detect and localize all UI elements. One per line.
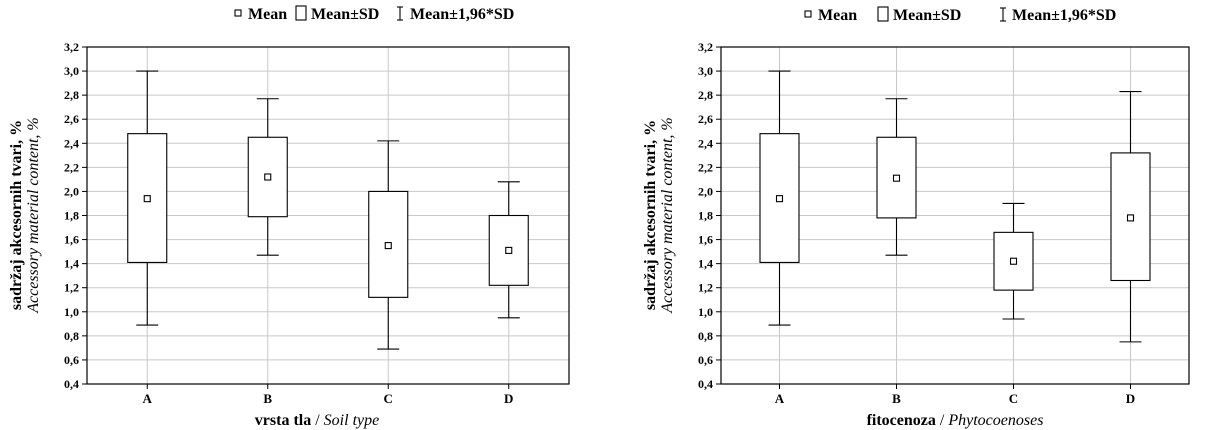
y-tick-label: 3,0 <box>698 64 713 78</box>
legend-mean-marker <box>234 9 242 17</box>
x-category-label: A <box>143 391 153 406</box>
legend-whisker-marker <box>1000 7 1006 22</box>
legend: Mean Mean±SD Mean±1,96*SD <box>234 5 514 23</box>
mean-marker <box>775 195 784 203</box>
legend-mean-label: Mean <box>818 7 857 24</box>
x-axis-label: vrsta tla / Soil type <box>255 412 379 429</box>
y-tick-label: 2,0 <box>64 184 79 198</box>
y-tick-label: 1,8 <box>64 209 79 223</box>
y-tick-label: 1,2 <box>64 281 79 295</box>
y-tick-label: 2,6 <box>698 112 713 126</box>
y-tick-label: 0,6 <box>698 353 713 367</box>
legend-whisker-label: Mean±1,96*SD <box>410 6 514 23</box>
mean-marker <box>1009 257 1018 265</box>
legend-whisker-label: Mean±1,96*SD <box>1012 7 1116 24</box>
x-category-label: D <box>1126 391 1135 406</box>
y-tick-label: 3,2 <box>64 40 79 54</box>
box-C <box>993 202 1034 320</box>
y-tick-label: 0,8 <box>698 329 713 343</box>
y-tick-label: 2,4 <box>698 136 713 150</box>
legend-sd-label: Mean±SD <box>311 6 379 23</box>
y-tick-label: 2,8 <box>64 88 79 102</box>
x-category-label: D <box>504 391 513 406</box>
x-category-label: B <box>263 391 272 406</box>
y-axis-label: sadržaj akcesornih tvari, % <box>642 120 659 310</box>
legend-whisker-marker <box>397 6 403 21</box>
plot-frame <box>720 46 1190 385</box>
y-tick-label: 2,4 <box>64 136 79 150</box>
y-tick-label: 2,0 <box>698 184 713 198</box>
legend-sd-marker <box>295 5 307 21</box>
y-axis-label: sadržaj akcesornih tvari, % <box>8 120 25 310</box>
x-category-label: C <box>1009 391 1018 406</box>
x-category-label: B <box>892 391 901 406</box>
chart-panel-soil-type: Mean Mean±SD Mean±1,96*SD sadržaj akceso… <box>8 5 570 429</box>
legend: Mean Mean±SD Mean±1,96*SD <box>804 6 1116 24</box>
box-A <box>759 70 800 326</box>
y-tick-label: 1,2 <box>698 281 713 295</box>
legend-sd-label: Mean±SD <box>893 7 961 24</box>
legend-mean-label: Mean <box>248 6 287 23</box>
box-C <box>368 140 409 350</box>
box-D <box>488 181 529 319</box>
y-tick-label: 0,4 <box>64 377 79 391</box>
box-B <box>876 98 917 256</box>
plot-frame <box>86 46 570 385</box>
y-tick-label: 1,6 <box>64 233 79 247</box>
x-axis-label: fitocenoza / Phytocoenoses <box>867 412 1044 429</box>
y-tick-label: 1,4 <box>698 257 713 271</box>
y-tick-label: 1,4 <box>64 257 79 271</box>
chart-panel-phytocoenoses: Mean Mean±SD Mean±1,96*SD sadržaj akceso… <box>642 6 1190 429</box>
x-category-label: C <box>384 391 393 406</box>
box-B <box>247 98 288 256</box>
box-A <box>127 70 168 326</box>
y-tick-label: 0,6 <box>64 353 79 367</box>
mean-marker <box>505 246 513 254</box>
y-tick-label: 2,8 <box>698 88 713 102</box>
y-tick-label: 1,6 <box>698 233 713 247</box>
x-category-label: A <box>775 391 785 406</box>
mean-marker <box>384 242 392 250</box>
y-tick-label: 2,2 <box>698 160 713 174</box>
y-tick-label: 0,4 <box>698 377 713 391</box>
mean-marker <box>892 174 901 182</box>
mean-marker <box>264 173 272 181</box>
mean-marker <box>143 195 151 203</box>
y-tick-label: 0,8 <box>64 329 79 343</box>
y-tick-label: 2,2 <box>64 160 79 174</box>
y-axis-sublabel: Accessory material content, % <box>25 117 42 314</box>
y-tick-label: 3,0 <box>64 64 79 78</box>
y-tick-label: 3,2 <box>698 40 713 54</box>
y-axis-sublabel: Accessory material content, % <box>659 117 676 314</box>
y-tick-label: 2,6 <box>64 112 79 126</box>
legend-sd-marker <box>877 6 889 22</box>
y-tick-label: 1,0 <box>698 305 713 319</box>
y-tick-label: 1,0 <box>64 305 79 319</box>
mean-marker <box>1126 214 1135 222</box>
y-tick-label: 1,8 <box>698 209 713 223</box>
box-D <box>1110 90 1151 343</box>
legend-mean-marker <box>804 10 812 18</box>
